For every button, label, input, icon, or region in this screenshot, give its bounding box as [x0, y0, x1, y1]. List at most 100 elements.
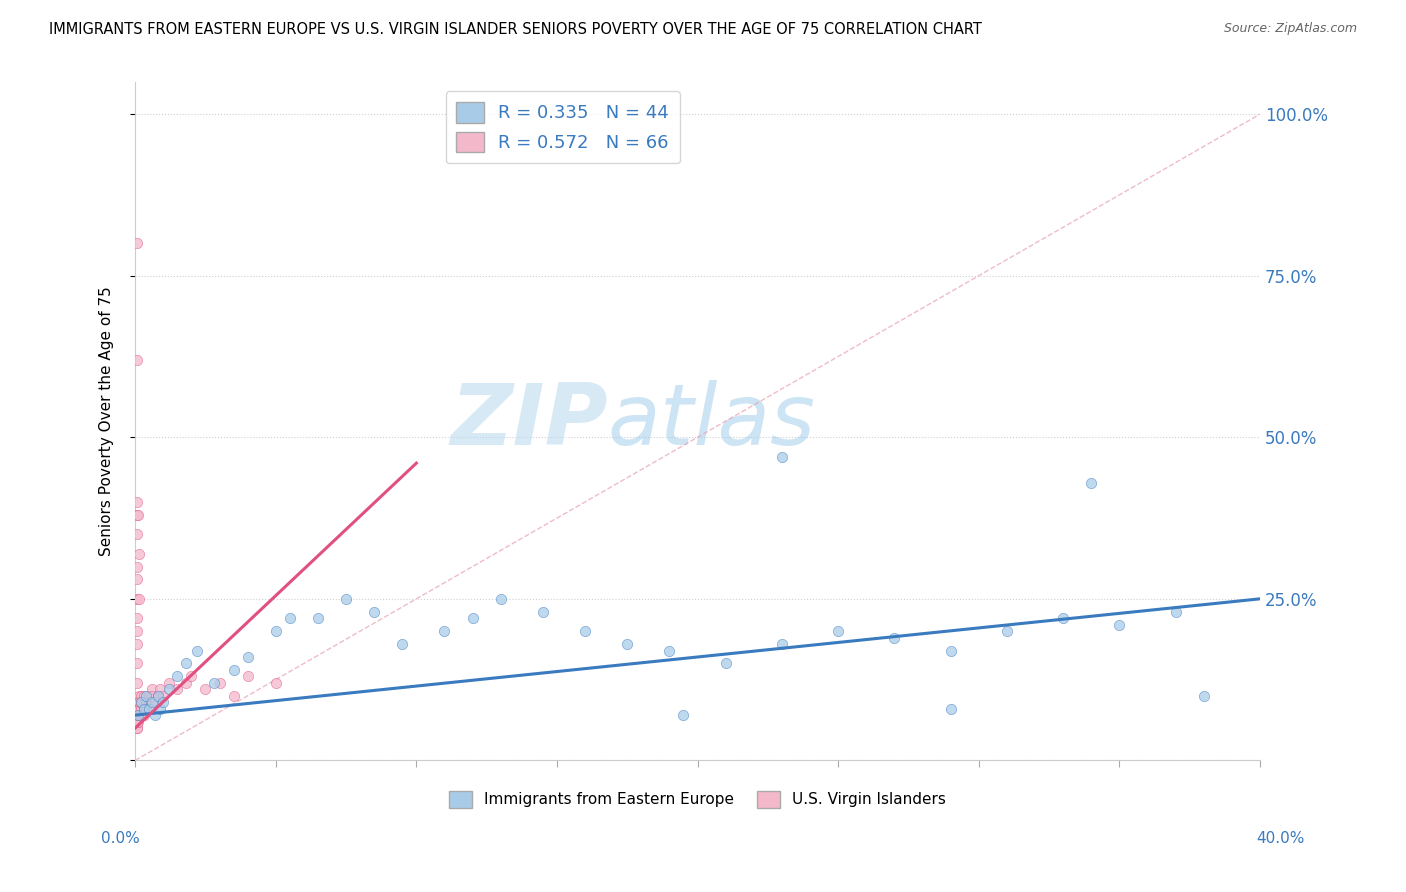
- Point: [166, 669, 188, 683]
- Text: IMMIGRANTS FROM EASTERN EUROPE VS U.S. VIRGIN ISLANDER SENIORS POVERTY OVER THE : IMMIGRANTS FROM EASTERN EUROPE VS U.S. V…: [49, 22, 981, 37]
- Point: [135, 689, 157, 703]
- Point: [141, 695, 163, 709]
- Text: 40.0%: 40.0%: [1257, 830, 1305, 846]
- Point: [125, 236, 148, 251]
- Point: [714, 657, 737, 671]
- Point: [461, 611, 484, 625]
- Point: [307, 611, 329, 625]
- Point: [125, 559, 148, 574]
- Point: [180, 669, 202, 683]
- Point: [125, 714, 148, 729]
- Point: [149, 701, 172, 715]
- Point: [127, 701, 149, 715]
- Point: [129, 689, 152, 703]
- Point: [433, 624, 456, 639]
- Point: [138, 695, 160, 709]
- Text: atlas: atlas: [607, 380, 815, 463]
- Point: [146, 689, 169, 703]
- Point: [125, 701, 148, 715]
- Point: [125, 527, 148, 541]
- Point: [127, 695, 149, 709]
- Point: [125, 708, 148, 723]
- Point: [132, 708, 155, 723]
- Point: [125, 591, 148, 606]
- Point: [127, 624, 149, 639]
- Text: 0.0%: 0.0%: [101, 830, 141, 846]
- Point: [125, 721, 148, 735]
- Point: [174, 676, 197, 690]
- Point: [127, 352, 149, 367]
- Point: [1080, 475, 1102, 490]
- Point: [125, 695, 148, 709]
- Point: [127, 708, 149, 723]
- Point: [127, 708, 149, 723]
- Point: [135, 695, 157, 709]
- Point: [1164, 605, 1187, 619]
- Point: [125, 657, 148, 671]
- Text: ZIP: ZIP: [450, 380, 607, 463]
- Point: [127, 708, 149, 723]
- Point: [194, 682, 217, 697]
- Point: [125, 611, 148, 625]
- Point: [208, 676, 231, 690]
- Point: [132, 701, 155, 715]
- Point: [127, 708, 149, 723]
- Point: [128, 547, 150, 561]
- Point: [658, 643, 681, 657]
- Point: [127, 701, 149, 715]
- Point: [125, 637, 148, 651]
- Point: [152, 689, 174, 703]
- Point: [127, 695, 149, 709]
- Point: [128, 689, 150, 703]
- Point: [278, 611, 301, 625]
- Point: [128, 708, 150, 723]
- Point: [236, 669, 259, 683]
- Point: [138, 689, 160, 703]
- Point: [149, 682, 172, 697]
- Point: [363, 605, 385, 619]
- Point: [143, 695, 166, 709]
- Point: [939, 701, 962, 715]
- Point: [166, 682, 188, 697]
- Point: [995, 624, 1018, 639]
- Point: [132, 701, 155, 715]
- Point: [222, 689, 245, 703]
- Point: [391, 637, 413, 651]
- Point: [125, 714, 148, 729]
- Point: [574, 624, 596, 639]
- Point: [129, 701, 152, 715]
- Point: [672, 708, 695, 723]
- Point: [141, 689, 163, 703]
- Point: [1192, 689, 1215, 703]
- Point: [125, 708, 148, 723]
- Point: [531, 605, 554, 619]
- Point: [335, 591, 357, 606]
- Point: [127, 701, 149, 715]
- Point: [125, 508, 148, 522]
- Point: [125, 714, 148, 729]
- Point: [128, 701, 150, 715]
- Legend: Immigrants from Eastern Europe, U.S. Virgin Islanders: Immigrants from Eastern Europe, U.S. Vir…: [443, 785, 952, 814]
- Point: [146, 689, 169, 703]
- Point: [141, 682, 163, 697]
- Point: [770, 450, 793, 464]
- Point: [127, 714, 149, 729]
- Text: Source: ZipAtlas.com: Source: ZipAtlas.com: [1223, 22, 1357, 36]
- Point: [152, 695, 174, 709]
- Point: [264, 676, 287, 690]
- Point: [129, 695, 152, 709]
- Point: [132, 689, 155, 703]
- Point: [125, 701, 148, 715]
- Point: [236, 650, 259, 665]
- Point: [186, 643, 208, 657]
- Point: [125, 721, 148, 735]
- Point: [125, 676, 148, 690]
- Point: [127, 714, 149, 729]
- Point: [616, 637, 638, 651]
- Point: [770, 637, 793, 651]
- Point: [489, 591, 512, 606]
- Point: [157, 682, 180, 697]
- Point: [264, 624, 287, 639]
- Point: [143, 708, 166, 723]
- Point: [128, 695, 150, 709]
